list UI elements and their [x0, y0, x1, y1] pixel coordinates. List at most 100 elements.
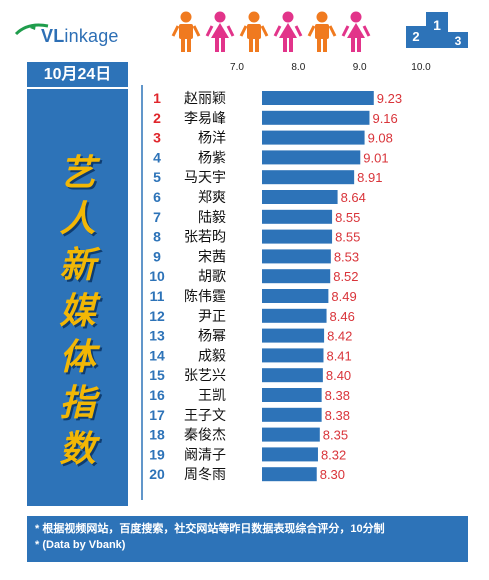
artist-name: 成毅: [198, 347, 226, 364]
man-icon: [171, 11, 201, 52]
artist-name: 李易峰: [184, 111, 226, 127]
score-bar: [262, 249, 331, 264]
ranking-bar-chart: 7.0 8.0 9.0 10.0 1 赵丽颖 9.23 2 李易峰 9.16 3 杨洋 9.08 4 杨紫 9…: [141, 62, 431, 500]
people-icons: [171, 11, 371, 52]
woman-icon: [205, 11, 235, 52]
artist-name: 杨洋: [198, 131, 226, 147]
score-bar: [262, 229, 333, 244]
score-bar: [262, 110, 370, 125]
score-bar: [262, 269, 331, 284]
score-bar: [262, 447, 318, 462]
vertical-title-char: 新: [59, 244, 96, 285]
score-label: 8.38: [325, 408, 350, 423]
artist-name: 郑爽: [198, 190, 226, 206]
score-bar: [262, 348, 324, 363]
artist-name: 张艺兴: [184, 368, 226, 384]
x-tick-label: 9.0: [353, 62, 367, 73]
score-label: 8.91: [357, 170, 382, 185]
logo-text: VLinkage: [41, 26, 119, 47]
podium-second-block: [406, 26, 426, 48]
woman-icon: [273, 11, 303, 52]
rank-number: 20: [149, 466, 165, 482]
artist-name: 马天宇: [184, 170, 226, 186]
score-label: 8.52: [333, 269, 358, 284]
score-bar: [262, 91, 374, 105]
man-icon: [307, 11, 337, 52]
score-label: 9.08: [368, 131, 393, 146]
score-label: 8.41: [326, 348, 351, 363]
podium-label-2: 2: [412, 29, 419, 44]
artist-name: 杨幂: [198, 329, 226, 345]
rank-number: 11: [150, 288, 165, 304]
rank-number: 8: [153, 229, 161, 245]
score-label: 8.55: [335, 230, 360, 245]
score-label: 8.46: [330, 309, 355, 324]
rank-number: 14: [149, 347, 165, 363]
score-bar: [262, 407, 322, 422]
artist-name: 宋茜: [198, 249, 226, 265]
artist-name: 陈伟霆: [184, 288, 226, 305]
score-label: 8.40: [326, 368, 351, 383]
rank-number: 4: [153, 149, 161, 165]
x-tick-label: 10.0: [411, 62, 431, 73]
podium-icon: 2 1 3: [406, 12, 468, 48]
rank-number: 3: [153, 130, 161, 146]
woman-icon: [341, 11, 371, 52]
rank-number: 19: [149, 446, 165, 462]
x-tick-label: 7.0: [230, 62, 244, 73]
artist-name: 胡歌: [198, 269, 226, 285]
man-icon: [239, 11, 269, 52]
score-label: 8.35: [323, 428, 348, 443]
vertical-title: 艺 人 新 媒 体 指 数: [27, 150, 128, 472]
artist-name: 阚清子: [184, 447, 226, 463]
rank-number: 6: [153, 189, 161, 205]
score-label: 9.01: [363, 150, 388, 165]
score-label: 8.64: [341, 190, 366, 205]
artist-name: 周冬雨: [184, 467, 226, 483]
score-bar: [262, 209, 333, 224]
score-bar: [262, 368, 323, 383]
score-label: 8.49: [331, 289, 356, 304]
artist-name: 秦俊杰: [184, 428, 226, 444]
title-panel: [27, 89, 128, 506]
logo-text-rest: inkage: [64, 26, 119, 46]
footer-line-1: * 根据视频网站，百度搜索，社交网站等昨日数据表现综合评分，10分制: [35, 523, 385, 535]
vertical-title-char: 数: [59, 428, 96, 469]
vertical-title-char: 体: [59, 336, 96, 377]
artist-name: 王凯: [198, 388, 226, 404]
artist-name: 尹正: [198, 309, 226, 325]
score-bar: [262, 190, 338, 204]
date-label: 10月24日: [27, 62, 128, 87]
score-bar: [262, 467, 317, 482]
score-label: 8.30: [320, 467, 345, 482]
artist-name: 杨紫: [198, 150, 226, 166]
x-tick-label: 8.0: [291, 62, 305, 73]
rank-number: 12: [149, 308, 165, 324]
artist-name: 王子文: [184, 408, 226, 424]
podium-third-block: [448, 32, 468, 48]
rank-number: 18: [149, 427, 165, 443]
score-label: 8.38: [325, 388, 350, 403]
rank-number: 5: [153, 169, 161, 185]
vertical-title-char: 指: [59, 382, 96, 423]
logo-text-v: VL: [41, 26, 65, 46]
score-label: 9.16: [372, 111, 397, 126]
logo-swoosh-icon: [14, 23, 49, 36]
vertical-title-char: 人: [59, 198, 96, 239]
vlinkage-logo: [14, 23, 49, 36]
artist-name: 赵丽颖: [184, 91, 226, 107]
score-bar: [262, 388, 322, 402]
score-bar: [262, 150, 361, 165]
rank-number: 13: [149, 328, 165, 344]
rank-number: 16: [149, 387, 165, 403]
footer-line-2: * (Data by Vbank): [35, 539, 126, 551]
rank-number: 9: [153, 248, 161, 264]
score-bar: [262, 328, 325, 343]
score-bar: [262, 427, 320, 442]
score-label: 9.23: [377, 91, 402, 106]
podium-label-3: 3: [455, 34, 462, 48]
score-label: 8.32: [321, 447, 346, 462]
rank-number: 7: [153, 209, 161, 225]
score-bar: [262, 130, 365, 145]
score-label: 8.53: [334, 249, 359, 264]
